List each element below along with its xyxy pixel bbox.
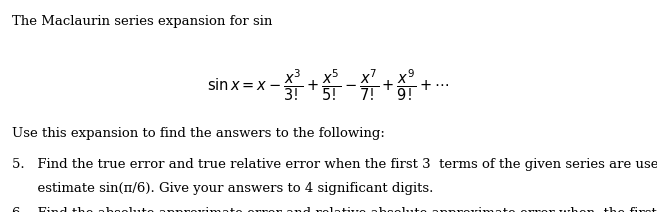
Text: estimate sin(π/6). Give your answers to 4 significant digits.: estimate sin(π/6). Give your answers to … xyxy=(12,182,433,195)
Text: 6.   Find the absolute approximate error and relative absolute approximate error: 6. Find the absolute approximate error a… xyxy=(12,207,657,212)
Text: Use this expansion to find the answers to the following:: Use this expansion to find the answers t… xyxy=(12,127,385,140)
Text: $\sin x = x - \dfrac{x^3}{3!} + \dfrac{x^5}{5!} - \dfrac{x^7}{7!} + \dfrac{x^9}{: $\sin x = x - \dfrac{x^3}{3!} + \dfrac{x… xyxy=(207,68,450,103)
Text: 5.   Find the true error and true relative error when the first 3  terms of the : 5. Find the true error and true relative… xyxy=(12,158,657,171)
Text: The Maclaurin series expansion for sin: The Maclaurin series expansion for sin xyxy=(12,15,277,28)
